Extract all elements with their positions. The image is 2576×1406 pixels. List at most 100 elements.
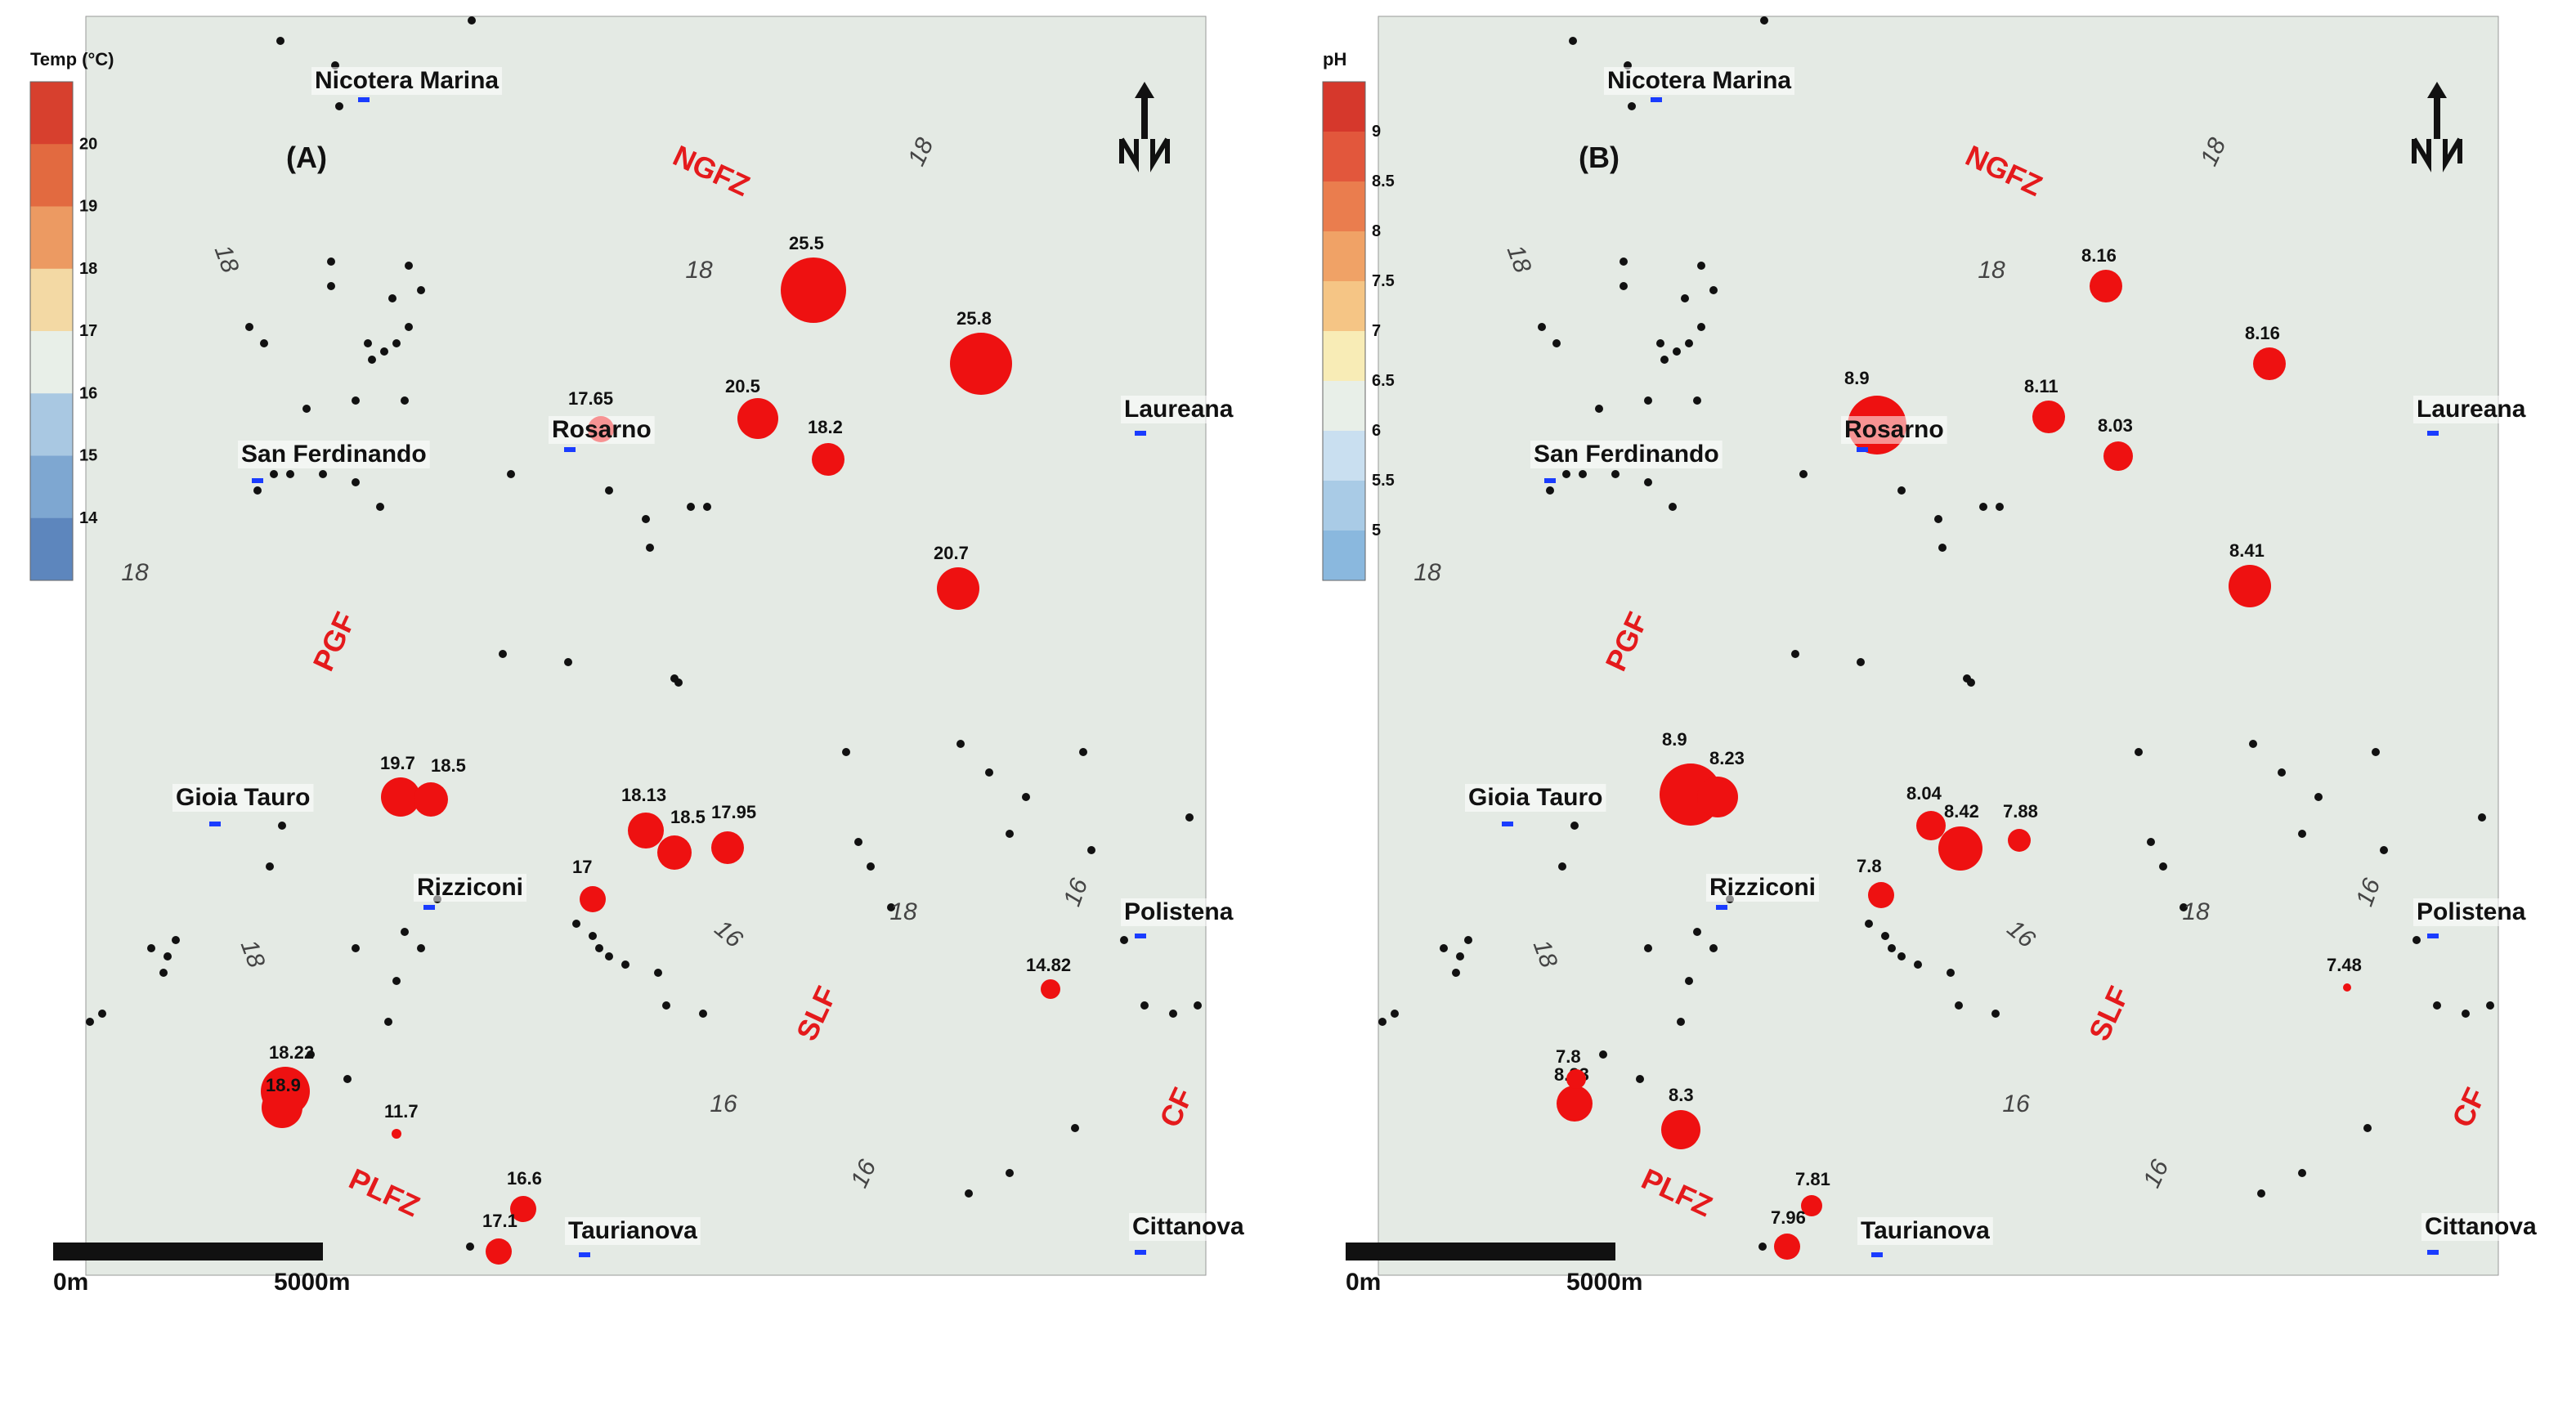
town-label-bg xyxy=(1706,874,1820,902)
sample-site-dot xyxy=(1456,952,1464,960)
town-label-gioia: Gioia Tauro xyxy=(176,784,310,811)
legend-swatch xyxy=(30,268,73,332)
sample-circle xyxy=(2253,347,2286,380)
panel-b: 576000 580000 584000 588000 592000 59600… xyxy=(1322,16,2540,1296)
sample-site-dot xyxy=(564,658,572,666)
sample-site-dot xyxy=(1636,1075,1644,1083)
sample-value-label: 7.8 xyxy=(1556,1046,1581,1067)
legend-swatch xyxy=(1323,132,1365,182)
sample-site-dot xyxy=(1185,813,1194,822)
town-marker xyxy=(1716,905,1727,910)
sample-site-dot xyxy=(2147,838,2155,846)
sample-site-dot xyxy=(887,903,895,911)
legend-swatch xyxy=(30,331,73,394)
legend-tick: 5.5 xyxy=(1372,472,1395,490)
town-marker xyxy=(1135,431,1146,436)
sample-circle xyxy=(1661,1110,1700,1149)
sample-site-dot xyxy=(86,1018,94,1026)
town-label-bg xyxy=(1604,67,1795,95)
contour-label: 18 xyxy=(2182,898,2210,925)
sample-site-dot xyxy=(1791,650,1799,658)
contour-label: 18 xyxy=(121,559,149,586)
sample-value-label: 11.7 xyxy=(384,1101,419,1122)
sample-site-dot xyxy=(1938,544,1947,552)
town-marker xyxy=(1135,934,1146,938)
legend-swatch xyxy=(1323,281,1365,332)
panel-a: 576000 580000 584000 588000 592000 59600… xyxy=(29,16,1248,1296)
sample-value-label: 14.82 xyxy=(1026,955,1071,975)
sample-circle xyxy=(2090,270,2122,302)
town-marker xyxy=(579,1252,590,1257)
contour-label: 18 xyxy=(1978,257,2005,284)
sample-site-dot xyxy=(1685,977,1693,985)
contour-label: 18 xyxy=(685,257,713,284)
sample-circle xyxy=(510,1196,536,1222)
town-marker xyxy=(423,905,435,910)
sample-value-label: 8.04 xyxy=(1906,783,1942,804)
sample-site-dot xyxy=(270,470,278,478)
legend-frame xyxy=(1322,81,1366,581)
sample-site-dot xyxy=(1562,470,1570,478)
town-label-cittanova: Cittanova xyxy=(1132,1213,1244,1240)
sample-site-dot xyxy=(1599,1050,1607,1059)
sample-circle xyxy=(937,567,979,610)
contour-label: 16 xyxy=(710,1090,737,1117)
town-label-bg xyxy=(1121,396,1237,423)
sample-site-dot xyxy=(1006,1169,1014,1177)
sample-site-dot xyxy=(1656,339,1664,347)
sample-site-dot xyxy=(1709,944,1718,952)
sample-site-dot xyxy=(1611,470,1620,478)
sample-circle xyxy=(486,1238,512,1265)
sample-site-dot xyxy=(854,838,862,846)
sample-site-dot xyxy=(1897,486,1906,495)
town-label-bg xyxy=(1857,1217,1993,1245)
legend-tick: 16 xyxy=(79,384,97,402)
town-marker xyxy=(358,97,370,102)
sample-value-label: 20.7 xyxy=(934,543,969,563)
legend-tick: 19 xyxy=(79,198,97,216)
map-frame: 576000 580000 584000 588000 592000 59600… xyxy=(1378,16,2499,1276)
sample-site-dot xyxy=(2380,846,2388,854)
sample-site-dot xyxy=(376,503,384,511)
legend-swatch xyxy=(1323,381,1365,432)
sample-site-dot xyxy=(1865,920,1873,928)
town-marker xyxy=(1871,1252,1883,1257)
sample-site-dot xyxy=(1552,339,1561,347)
sample-site-dot xyxy=(468,16,476,25)
map-border: 576000 580000 584000 588000 592000 59600… xyxy=(1378,16,2499,1276)
sample-site-dot xyxy=(1996,503,2004,511)
sample-site-dot xyxy=(2433,1001,2441,1010)
legend-swatch xyxy=(1323,431,1365,481)
town-marker xyxy=(2427,934,2439,938)
sample-site-dot xyxy=(1681,294,1689,302)
north-arrow-icon xyxy=(2412,82,2462,172)
legend-frame xyxy=(29,81,74,581)
town-label-nicotera: Nicotera Marina xyxy=(1607,67,1791,94)
legend-swatch xyxy=(1323,531,1365,581)
sample-site-dot xyxy=(703,503,711,511)
town-label-rosarno: Rosarno xyxy=(552,416,652,443)
sample-value-label: 18.5 xyxy=(670,807,706,827)
sample-site-dot xyxy=(1709,286,1718,294)
town-labels: Nicotera Marina San Ferdinando Rosarno Laur… xyxy=(172,67,1248,1257)
sample-site-dot xyxy=(1660,356,1669,364)
town-marker xyxy=(209,822,221,826)
legend-tick: 15 xyxy=(79,447,97,465)
sample-site-dot xyxy=(1464,936,1472,944)
sample-site-dot xyxy=(164,952,172,960)
sample-site-dot xyxy=(2159,862,2167,871)
sample-circle xyxy=(1566,1069,1586,1089)
map-frame: 576000 580000 584000 588000 592000 59600… xyxy=(85,16,1207,1276)
town-marker xyxy=(2427,431,2439,436)
scale-end-label: 5000m xyxy=(274,1269,350,1296)
sample-site-dot xyxy=(2314,793,2323,801)
sample-site-dot xyxy=(286,470,294,478)
sample-site-dot xyxy=(1697,323,1705,331)
sample-site-dot xyxy=(1644,478,1652,486)
sample-value-label: 17 xyxy=(572,857,592,877)
town-label-rizziconi: Rizziconi xyxy=(417,874,523,901)
sample-value-label: 8.03 xyxy=(2098,415,2133,436)
sample-site-dot xyxy=(1857,658,1865,666)
sample-site-dot xyxy=(1006,830,1014,838)
